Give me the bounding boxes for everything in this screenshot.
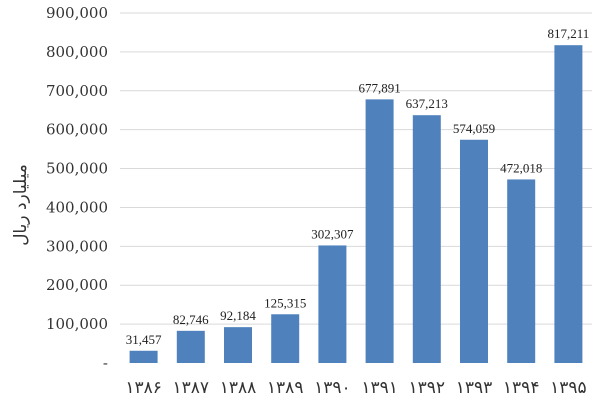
- bar: [554, 45, 583, 364]
- data-label: 677,891: [358, 80, 400, 95]
- data-label: 302,307: [311, 226, 354, 241]
- bar: [224, 327, 252, 363]
- bar: [318, 245, 347, 363]
- bars: [129, 45, 583, 364]
- x-tick-label: ۱۳۹۲: [409, 378, 446, 398]
- data-label: 31,457: [126, 332, 162, 347]
- y-tick-label: 200,000: [46, 276, 108, 294]
- data-label: 82,746: [173, 312, 209, 327]
- y-tick-label: 600,000: [46, 121, 108, 139]
- bar: [271, 314, 300, 363]
- data-labels: 31,457 82,746 92,184 125,315 302,307 677,891 6…: [126, 26, 590, 347]
- x-tick-label: ۱۳۹۳: [456, 378, 493, 398]
- x-tick-label: ۱۳۹۱: [361, 378, 398, 398]
- x-tick-label: ۱۳۸۸: [220, 378, 257, 398]
- y-tick-label: -: [103, 354, 108, 372]
- x-tick-label: ۱۳۹۴: [503, 378, 540, 398]
- x-tick-label: ۱۳۸۹: [267, 378, 304, 398]
- bar: [412, 115, 441, 363]
- bar: [507, 179, 536, 363]
- bar: [176, 330, 205, 363]
- y-tick-label: 900,000: [46, 4, 108, 22]
- data-label: 574,059: [453, 121, 495, 136]
- data-label: 817,211: [548, 26, 590, 41]
- x-tick-label: ۱۳۹۵: [550, 378, 587, 398]
- data-label: 637,213: [406, 96, 448, 111]
- bar: [460, 139, 488, 363]
- bar: [365, 99, 394, 363]
- gridlines: [120, 12, 592, 325]
- y-axis-title: میلیارد ریال: [11, 164, 31, 246]
- y-tick-label: 500,000: [46, 160, 108, 178]
- data-label: 472,018: [500, 160, 542, 175]
- y-tick-label: 700,000: [46, 82, 108, 100]
- x-axis-ticks: ۱۳۸۶ ۱۳۸۷ ۱۳۸۸ ۱۳۸۹ ۱۳۹۰ ۱۳۹۱ ۱۳۹۲ ۱۳۹۳ ۱۳۹۴ ۱۳۹۵: [125, 378, 586, 398]
- data-label: 125,315: [264, 295, 306, 310]
- bar: [129, 350, 158, 363]
- x-tick-label: ۱۳۸۶: [125, 378, 162, 398]
- y-tick-label: 400,000: [46, 198, 108, 216]
- y-tick-label: 800,000: [46, 43, 108, 61]
- y-tick-label: 100,000: [46, 315, 108, 333]
- x-tick-label: ۱۳۹۰: [314, 378, 351, 398]
- x-tick-label: ۱۳۸۷: [173, 378, 210, 398]
- data-label: 92,184: [220, 308, 256, 323]
- y-axis-ticks: - 100,000 200,000 300,000 400,000 500,000 600,…: [46, 4, 108, 372]
- y-tick-label: 300,000: [46, 237, 108, 255]
